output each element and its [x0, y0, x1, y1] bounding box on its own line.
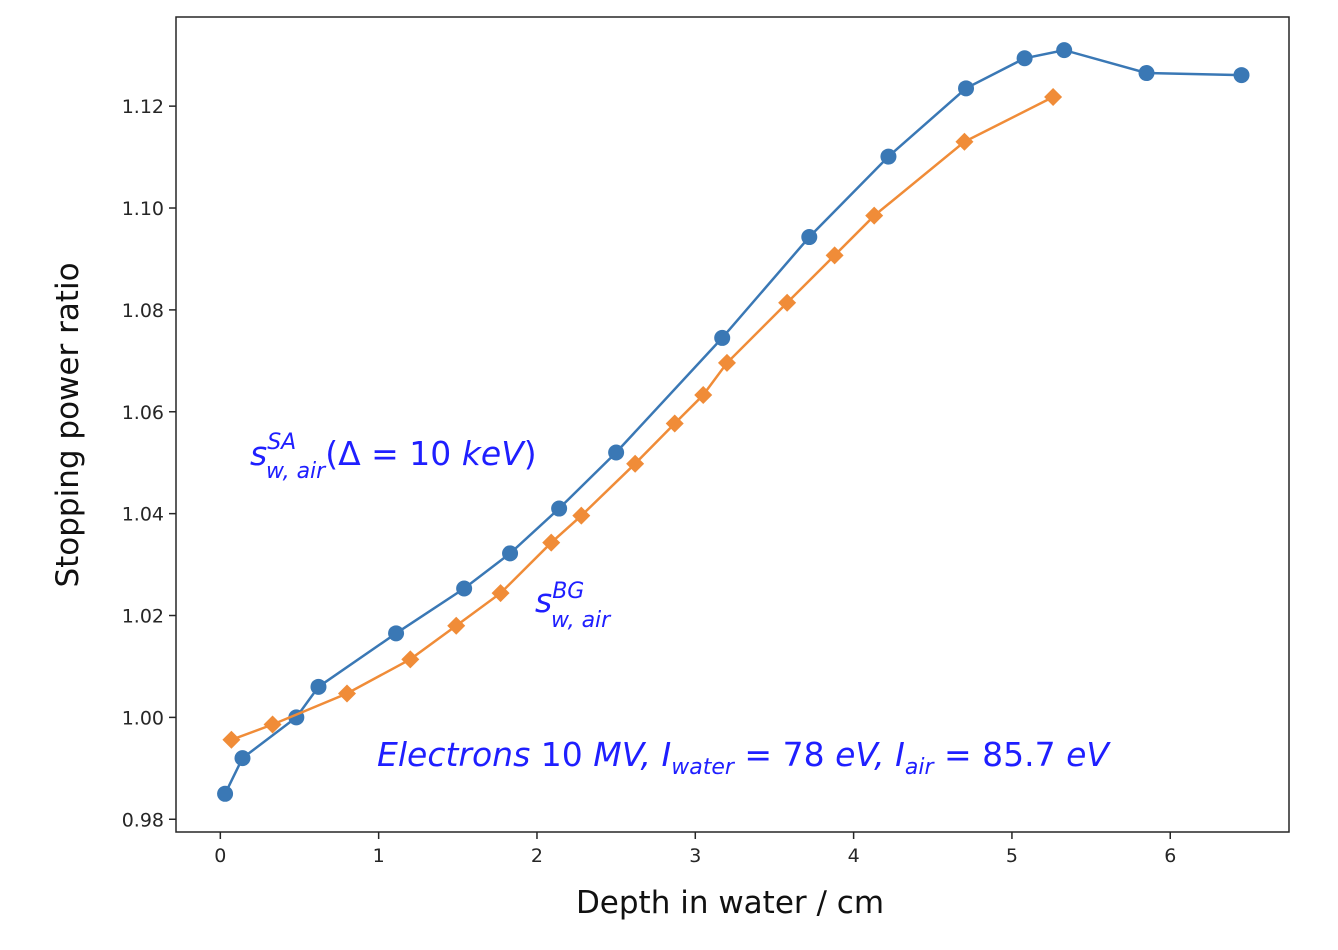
data-point-sa	[880, 148, 897, 165]
annotation-sa-sub: w, air	[266, 459, 327, 484]
data-point-bg	[337, 684, 356, 703]
data-point-bg	[665, 414, 684, 433]
annotation-sa-paren-close: )	[524, 434, 537, 473]
annotation-bg-base: s	[535, 581, 552, 620]
data-point-sa	[801, 229, 818, 246]
data-point-sa	[608, 444, 625, 461]
data-point-bg	[955, 132, 974, 151]
data-point-bg	[401, 650, 420, 669]
annotation-info-eq1: = 78	[734, 735, 835, 774]
data-point-bg	[865, 206, 884, 225]
data-point-sa	[714, 329, 731, 346]
data-point-sa	[1233, 67, 1250, 84]
annotation-sa-paren-open: (	[325, 434, 338, 473]
data-point-sa	[958, 80, 975, 97]
annotation-bg-sub: w, air	[551, 608, 612, 633]
annotation-sa-unit: keV	[462, 434, 526, 473]
data-point-bg	[778, 293, 797, 312]
x-axis-label: Depth in water / cm	[576, 885, 884, 921]
annotation-info-electrons: Electrons	[377, 735, 530, 774]
annotation-info-unit2: eV	[1066, 735, 1111, 774]
data-point-sa	[234, 750, 251, 767]
y-tick-label: 0.98	[122, 809, 164, 831]
data-point-bg	[447, 616, 466, 635]
annotation-info-i-water: I	[662, 735, 672, 774]
data-point-bg	[825, 246, 844, 265]
data-point-bg	[572, 506, 591, 525]
annotation-bg-label: sBG w, air	[535, 579, 612, 633]
x-axis-ticks: 0 1 2 3 4 5 6	[214, 832, 1176, 867]
y-tick-label: 1.00	[122, 707, 164, 729]
annotation-sa-delta: Δ	[338, 434, 361, 473]
annotation-sa-base: s	[250, 434, 267, 473]
series-layer	[217, 42, 1250, 802]
x-tick-label: 1	[373, 845, 385, 867]
data-point-bg	[717, 353, 736, 372]
plot-frame	[175, 16, 1290, 833]
data-point-bg	[694, 385, 713, 404]
y-tick-label: 1.02	[122, 606, 164, 628]
data-point-bg	[491, 584, 510, 603]
annotation-info-energy: 10	[530, 735, 593, 774]
data-point-bg	[263, 715, 282, 734]
annotation-info-unit1: eV,	[835, 735, 895, 774]
y-tick-label: 1.04	[122, 504, 164, 526]
data-point-sa	[310, 678, 327, 695]
annotation-info-i-air: I	[895, 735, 905, 774]
data-point-bg	[542, 533, 561, 552]
x-tick-label: 3	[689, 845, 701, 867]
annotation-info-eq2: = 85.7	[934, 735, 1067, 774]
y-tick-label: 1.08	[122, 300, 164, 322]
annotation-info-i-air-sub: air	[905, 755, 936, 780]
data-point-bg	[626, 454, 645, 473]
annotation-sa-label: sSA w, air(Δ = 10 keV)	[250, 430, 537, 484]
y-axis-ticks: 0.98 1.00 1.02 1.04 1.06 1.08 1.10 1.12	[122, 96, 176, 831]
data-point-sa	[1056, 42, 1073, 59]
data-point-sa	[217, 785, 234, 802]
x-tick-label: 5	[1006, 845, 1018, 867]
annotation-info: Electrons 10 MV, Iwater = 78 eV, Iair = …	[377, 735, 1111, 780]
data-point-sa	[456, 580, 473, 597]
y-tick-label: 1.10	[122, 198, 164, 220]
y-tick-label: 1.12	[122, 96, 164, 118]
y-axis-label: Stopping power ratio	[50, 262, 86, 587]
x-tick-label: 4	[848, 845, 860, 867]
x-tick-label: 6	[1164, 845, 1176, 867]
data-point-sa	[388, 625, 405, 642]
y-tick-label: 1.06	[122, 402, 164, 424]
data-point-sa	[1138, 65, 1155, 82]
annotation-sa-sup: SA	[267, 430, 296, 455]
annotation-info-mv: MV,	[593, 735, 661, 774]
annotation-info-i-water-sub: water	[671, 755, 736, 780]
data-point-bg	[1044, 87, 1063, 106]
data-point-sa	[502, 545, 519, 562]
x-tick-label: 2	[531, 845, 543, 867]
annotation-sa-eq: = 10	[361, 434, 462, 473]
data-point-sa	[551, 500, 568, 517]
x-tick-label: 0	[214, 845, 226, 867]
annotation-bg-sup: BG	[552, 579, 584, 604]
data-point-bg	[222, 730, 241, 749]
data-point-sa	[1016, 50, 1033, 67]
